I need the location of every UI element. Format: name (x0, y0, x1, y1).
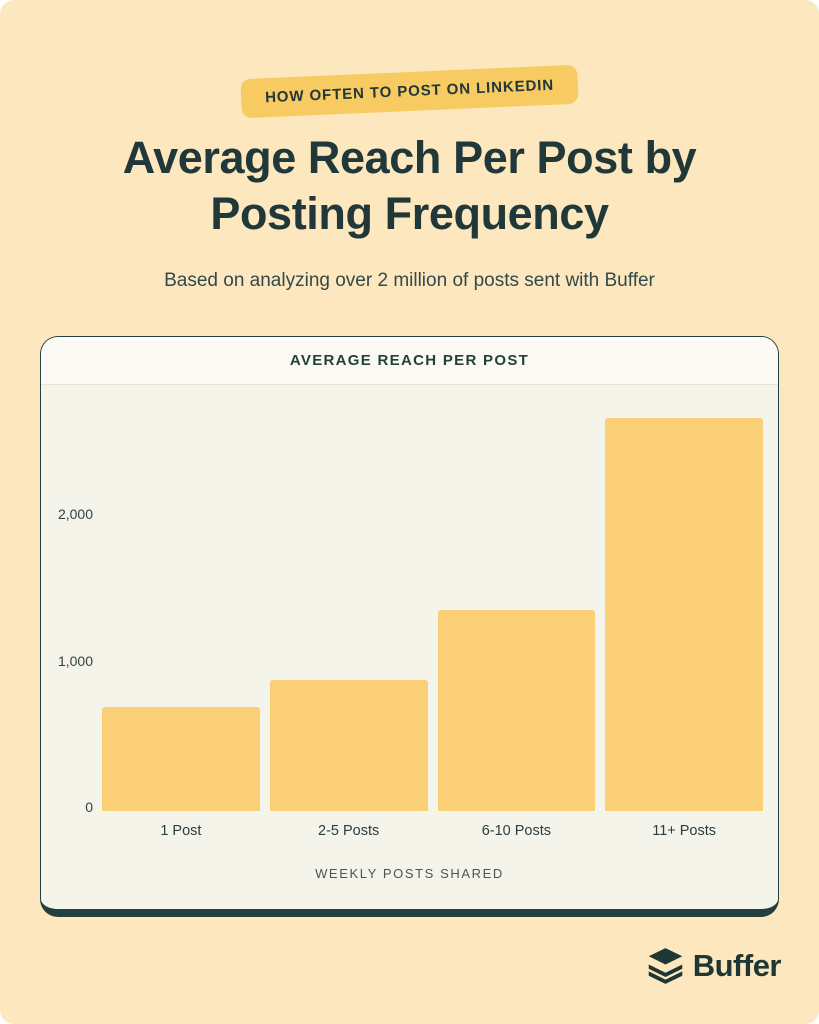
badge-row: HOW OFTEN TO POST ON LINKEDIN (0, 64, 819, 119)
chart-title: AVERAGE REACH PER POST (289, 352, 530, 369)
topic-badge-label: HOW OFTEN TO POST ON LINKEDIN (264, 76, 555, 107)
bar-11+-posts (605, 418, 763, 811)
x-tick-label: 11+ Posts (652, 823, 717, 839)
page-subtitle: Based on analyzing over 2 million of pos… (164, 270, 655, 291)
y-tick-label: 1,000 (57, 652, 93, 669)
page-title: Average Reach Per Post by Posting Freque… (0, 130, 819, 242)
bar-6-10-posts (437, 610, 596, 811)
chart-card: AVERAGE REACH PER POST 0 1,000 2,000 1 Pos… (40, 336, 779, 917)
bar-1-post (102, 707, 260, 811)
x-axis-labels: 1 Post 2-5 Posts 6-10 Posts 11+ Posts (102, 823, 763, 839)
y-tick-label: 0 (85, 799, 93, 815)
y-tick-label: 2,000 (57, 506, 93, 522)
x-tick-label: 6-10 Posts (481, 823, 552, 839)
x-axis-title: WEEKLY POSTS SHARED (315, 866, 504, 881)
bar-plot (102, 385, 763, 811)
chart-plot-area: 0 1,000 2,000 1 Post 2-5 Posts 6-10 Posts 11+… (41, 385, 778, 901)
brand-footer: Buffer (647, 948, 782, 984)
topic-badge: HOW OFTEN TO POST ON LINKEDIN (240, 64, 579, 119)
brand-name: Buffer (692, 948, 782, 983)
y-axis-ticks: 0 1,000 2,000 (41, 385, 93, 815)
x-tick-label: 1 Post (160, 823, 202, 839)
x-tick-label: 2-5 Posts (318, 823, 380, 839)
page-title-line-2: Posting Frequency (210, 188, 609, 239)
buffer-logo-icon (648, 948, 682, 984)
chart-card-header: AVERAGE REACH PER POST (41, 337, 778, 385)
page-title-line-1: Average Reach Per Post by (122, 132, 697, 183)
bar-2-5-posts (269, 679, 428, 811)
